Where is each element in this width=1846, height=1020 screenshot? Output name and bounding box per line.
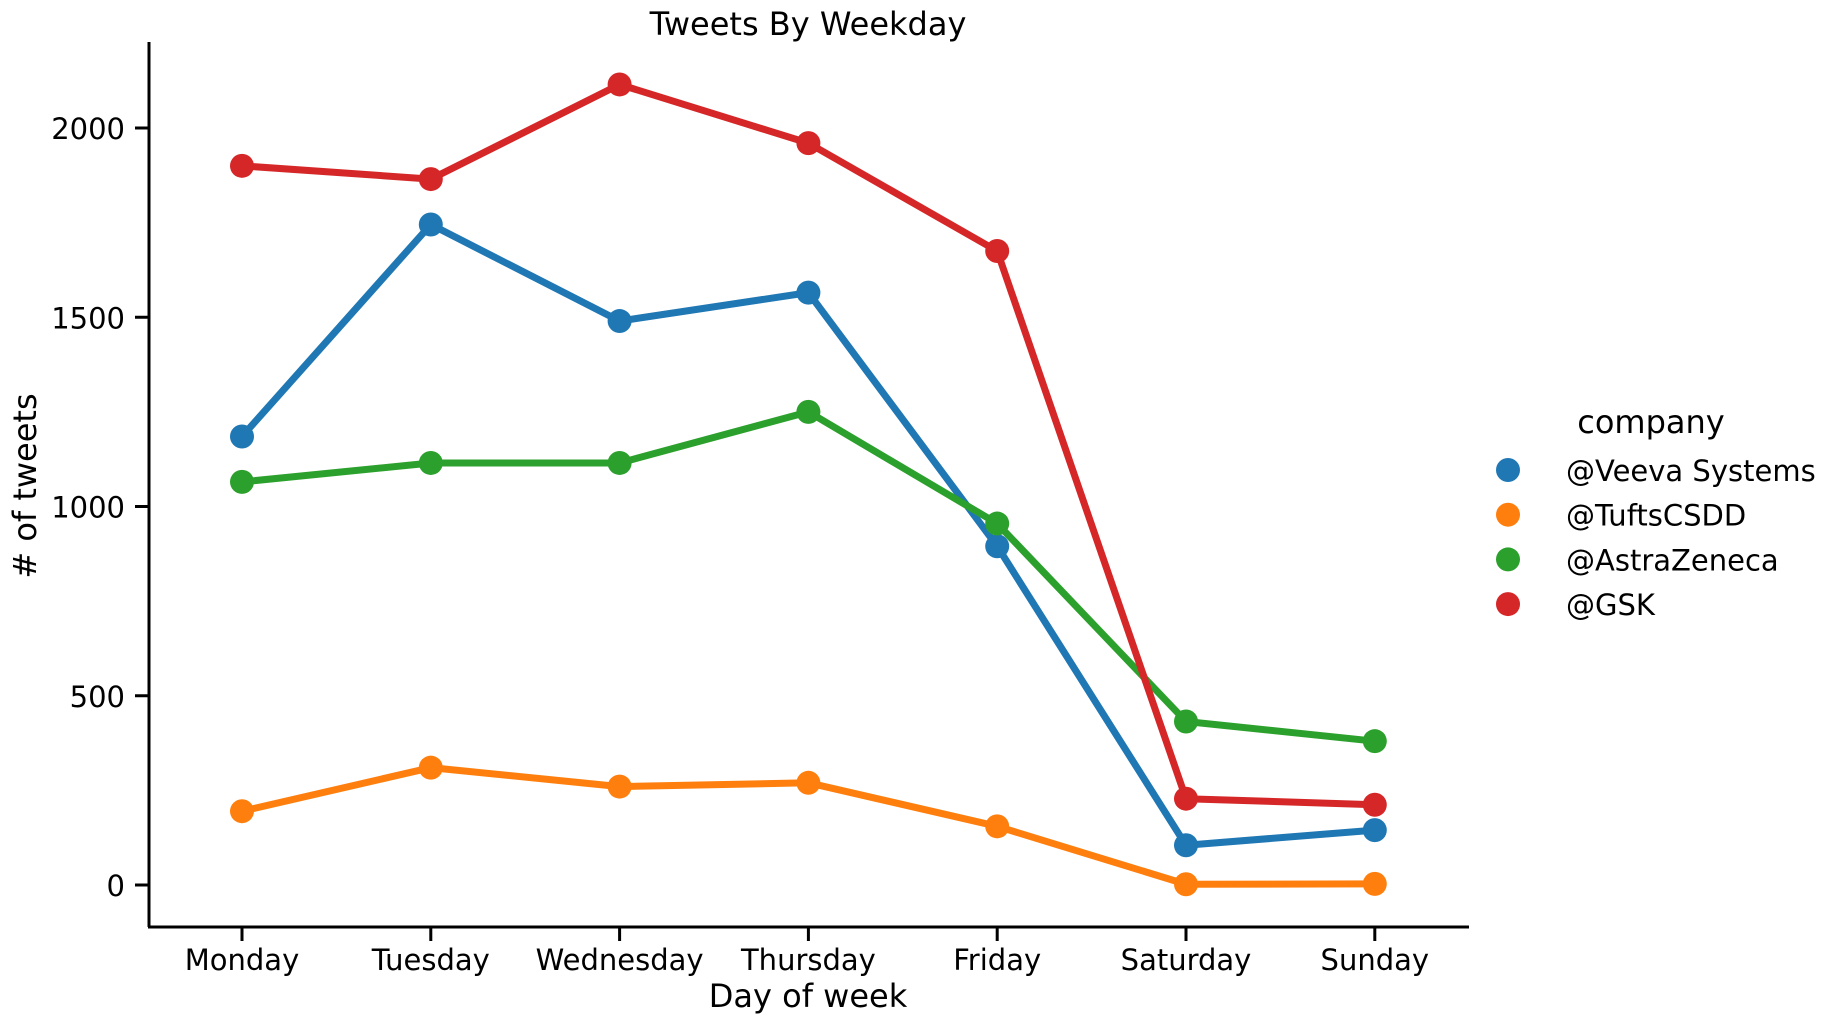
- legend-label: @TuftsCSDD: [1566, 499, 1746, 533]
- data-point: [230, 424, 254, 449]
- data-point: [1362, 871, 1387, 896]
- data-point: [796, 131, 821, 156]
- data-point: [230, 469, 254, 494]
- data-point: [985, 814, 1010, 839]
- data-point: [796, 280, 821, 305]
- data-point: [607, 450, 632, 475]
- y-tick-label: 1500: [51, 301, 125, 335]
- data-point: [1174, 833, 1198, 858]
- data-point: [1174, 786, 1198, 811]
- legend-label: @AstraZeneca: [1566, 543, 1779, 577]
- data-point: [985, 511, 1010, 536]
- series-group: [230, 755, 1387, 897]
- data-point: [230, 799, 254, 824]
- legend-label: @GSK: [1566, 588, 1656, 622]
- legend-marker: [1496, 502, 1520, 527]
- data-point: [418, 450, 443, 475]
- y-tick-label: 0: [107, 869, 125, 903]
- data-point: [985, 534, 1010, 559]
- series-group: [230, 72, 1387, 817]
- chart-title: Tweets By Weekday: [649, 5, 967, 43]
- data-point: [607, 774, 632, 799]
- legend: company @Veeva Systems @TuftsCSDD @AstraZe…: [1496, 403, 1816, 622]
- y-axis-label: # of tweets: [6, 393, 44, 578]
- series-group: [230, 399, 1387, 754]
- x-tick-label: Thursday: [740, 943, 876, 977]
- legend-label: @Veeva Systems: [1566, 454, 1816, 488]
- series-layer: [230, 72, 1387, 897]
- legend-marker: [1496, 547, 1520, 572]
- y-tick-label: 1000: [51, 491, 125, 525]
- y-tick-label: 500: [70, 680, 125, 714]
- series-line: [238, 408, 1379, 745]
- y-tick-label: 2000: [51, 112, 125, 146]
- data-point: [418, 212, 443, 237]
- legend-marker: [1496, 592, 1520, 617]
- series-line: [238, 221, 1379, 849]
- y-ticks: 0 500 1000 1500 2000: [51, 112, 149, 903]
- data-point: [796, 770, 821, 795]
- x-tick-label: Friday: [953, 943, 1041, 977]
- data-point: [796, 399, 821, 424]
- legend-items: @Veeva Systems @TuftsCSDD @AstraZeneca @GSK: [1496, 454, 1816, 622]
- series-group: [230, 212, 1387, 858]
- series-line: [238, 80, 1379, 809]
- data-point: [607, 309, 632, 334]
- x-tick-label: Wednesday: [536, 943, 704, 977]
- x-tick-label: Tuesday: [371, 943, 490, 977]
- data-point: [1362, 818, 1387, 843]
- x-tick-label: Monday: [185, 943, 300, 977]
- data-point: [1174, 872, 1198, 897]
- data-point: [418, 167, 443, 192]
- data-point: [1362, 792, 1387, 817]
- data-point: [1174, 709, 1198, 734]
- data-point: [607, 72, 632, 97]
- x-tick-label: Sunday: [1321, 943, 1430, 977]
- x-ticks: Monday Tuesday Wednesday Thursday Friday Satu…: [185, 927, 1429, 977]
- legend-title: company: [1577, 403, 1724, 441]
- data-point: [418, 755, 443, 780]
- legend-marker: [1496, 458, 1520, 482]
- x-tick-label: Saturday: [1121, 943, 1252, 977]
- data-point: [1362, 729, 1387, 754]
- x-axis-label: Day of week: [709, 977, 908, 1015]
- data-point: [985, 239, 1010, 264]
- data-point: [230, 153, 254, 178]
